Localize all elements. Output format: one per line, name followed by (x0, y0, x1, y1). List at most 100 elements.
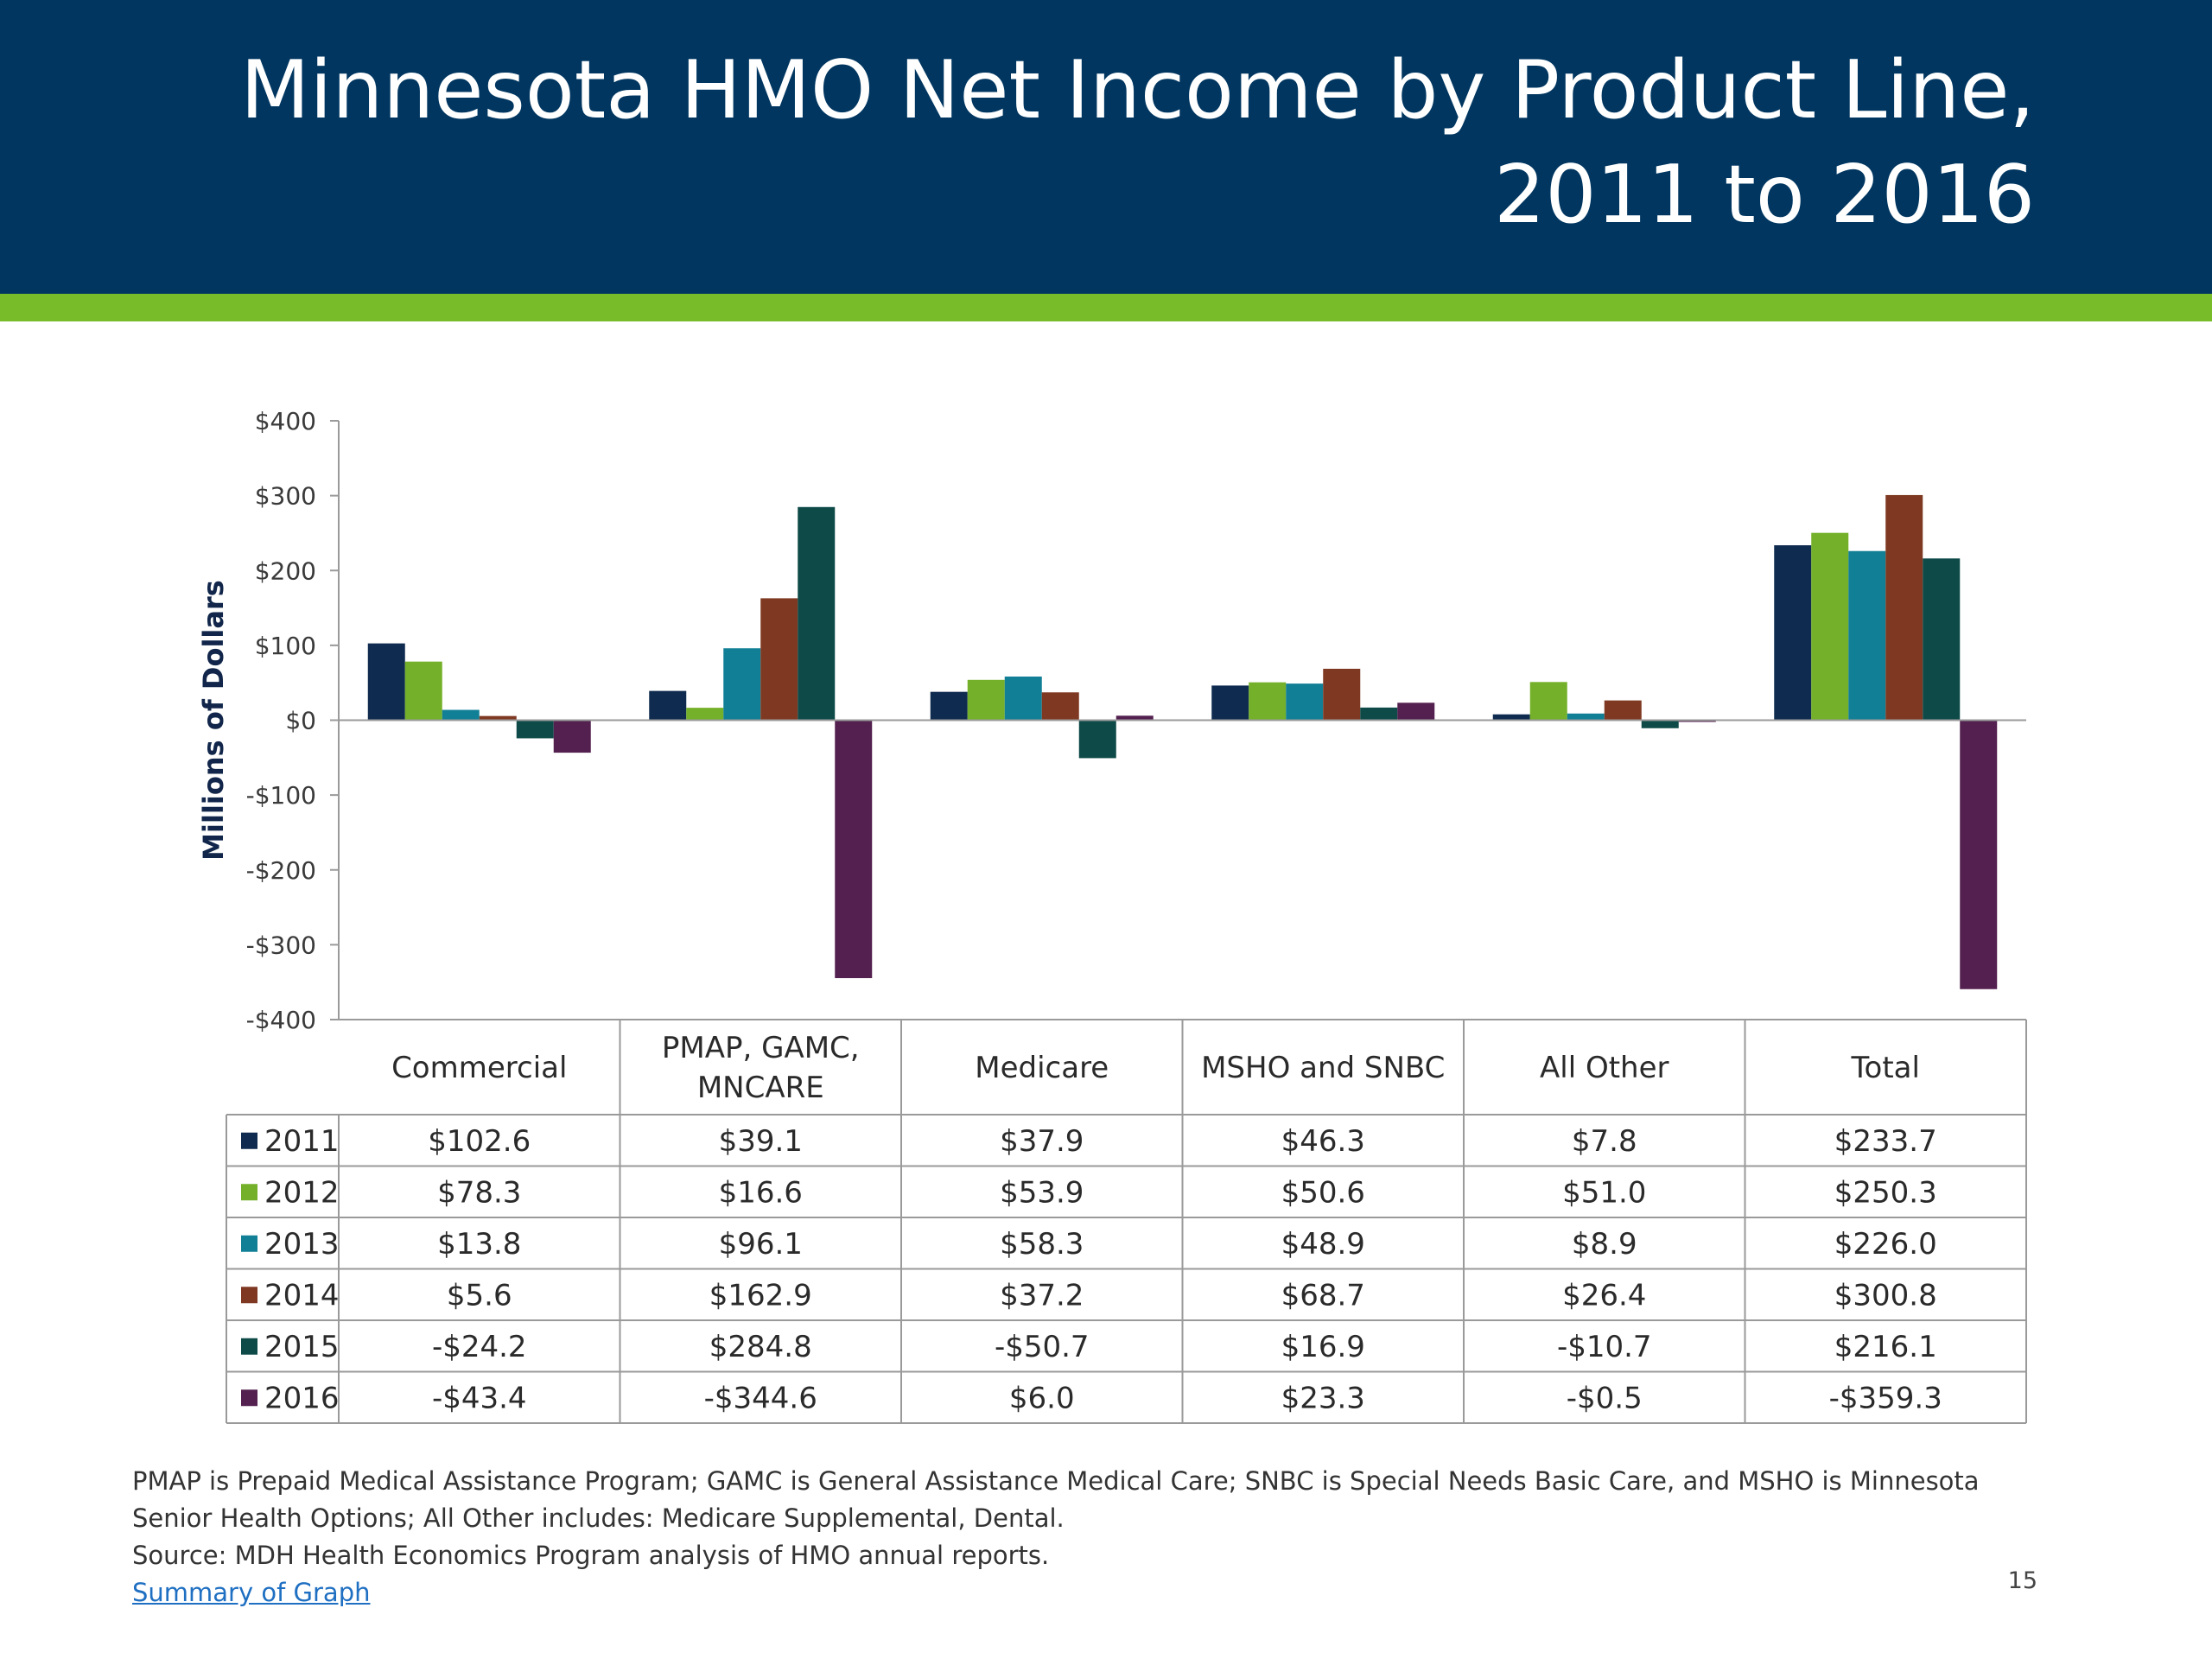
bar-msho-and-snbc-2014 (1323, 668, 1361, 721)
summary-of-graph-link[interactable]: Summary of Graph (132, 1578, 371, 1607)
data-label-medicare-2012: $53.9 (1000, 1175, 1084, 1210)
y-axis-title: Millions of Dollars (197, 580, 230, 861)
data-label-commercial-2016: -$43.4 (432, 1381, 527, 1415)
bar-msho-and-snbc-2015 (1360, 707, 1398, 721)
bar-commercial-2014 (479, 715, 517, 721)
footnote-line-2: Senior Health Options; All Other include… (132, 1503, 1065, 1533)
category-label-pmap-gamc-mncare: PMAP, GAMC, MNCARE (662, 1031, 860, 1105)
legend-swatch-2014 (241, 1287, 257, 1304)
data-label-pmap-gamc-mncare-2012: $16.6 (719, 1175, 803, 1210)
data-label-pmap-gamc-mncare-2014: $162.9 (709, 1278, 812, 1313)
data-label-all-other-2014: $26.4 (1562, 1278, 1646, 1313)
data-label-total-2012: $250.3 (1834, 1175, 1937, 1210)
footnote-line-1: PMAP is Prepaid Medical Assistance Progr… (132, 1466, 1980, 1496)
bar-pmap-gamc-mncare-2013 (723, 648, 761, 721)
legend-label-2014: 2014 (264, 1278, 340, 1313)
footnote: PMAP is Prepaid Medical Assistance Progr… (132, 1463, 2076, 1611)
bar-all-other-2014 (1604, 700, 1642, 721)
data-label-msho-and-snbc-2016: $23.3 (1281, 1381, 1365, 1415)
data-label-commercial-2015: -$24.2 (432, 1330, 527, 1364)
slide-title: Minnesota HMO Net Income by Product Line… (134, 38, 2035, 247)
footnote-source: Source: MDH Health Economics Program ana… (132, 1541, 1050, 1570)
category-label-medicare: Medicare (975, 1051, 1109, 1085)
bar-medicare-2015 (1078, 720, 1116, 759)
bar-commercial-2015 (516, 720, 554, 739)
legend-label-2016: 2016 (264, 1381, 340, 1415)
bar-total-2012 (1811, 532, 1849, 721)
y-tick-label: -$200 (246, 856, 316, 885)
category-label-msho-and-snbc: MSHO and SNBC (1201, 1051, 1445, 1085)
bar-pmap-gamc-mncare-2011 (649, 690, 687, 721)
y-tick-label: $100 (255, 632, 316, 660)
y-tick-label: -$400 (246, 1006, 316, 1034)
legend-label-2011: 2011 (264, 1124, 340, 1159)
data-label-all-other-2016: -$0.5 (1567, 1381, 1643, 1415)
title-line-1: Minnesota HMO Net Income by Product Line… (240, 43, 2035, 137)
bar-total-2014 (1885, 494, 1923, 721)
legend-swatch-2016 (241, 1389, 257, 1407)
data-label-medicare-2014: $37.2 (1000, 1278, 1084, 1313)
bar-msho-and-snbc-2016 (1397, 702, 1435, 721)
legend-label-2013: 2013 (264, 1227, 340, 1262)
bar-all-other-2015 (1641, 720, 1679, 728)
bar-msho-and-snbc-2012 (1249, 682, 1287, 721)
category-label-commercial: Commercial (391, 1051, 567, 1085)
bar-pmap-gamc-mncare-2016 (835, 720, 873, 979)
bar-medicare-2011 (930, 691, 968, 721)
data-label-all-other-2015: -$10.7 (1557, 1330, 1652, 1364)
legend-label-2015: 2015 (264, 1330, 340, 1364)
data-label-all-other-2011: $7.8 (1572, 1124, 1637, 1159)
bar-msho-and-snbc-2011 (1211, 685, 1249, 721)
bar-total-2015 (1923, 558, 1961, 721)
bar-total-2011 (1774, 545, 1812, 721)
data-label-total-2016: -$359.3 (1829, 1381, 1942, 1415)
data-label-msho-and-snbc-2011: $46.3 (1281, 1124, 1365, 1159)
legend-swatch-2011 (241, 1132, 257, 1149)
data-label-msho-and-snbc-2014: $68.7 (1281, 1278, 1365, 1313)
data-label-pmap-gamc-mncare-2013: $96.1 (719, 1227, 803, 1262)
page-number: 15 (2007, 1567, 2037, 1594)
bar-total-2013 (1848, 550, 1886, 721)
category-label-all-other: All Other (1540, 1051, 1669, 1085)
bar-msho-and-snbc-2013 (1286, 683, 1324, 721)
bar-commercial-2012 (404, 661, 442, 721)
data-label-total-2013: $226.0 (1834, 1227, 1937, 1262)
bar-pmap-gamc-mncare-2012 (686, 708, 724, 721)
y-tick-label: $200 (255, 556, 316, 585)
bar-all-other-2011 (1492, 714, 1530, 721)
legend-swatch-2012 (241, 1184, 257, 1201)
data-label-medicare-2016: $6.0 (1009, 1381, 1075, 1415)
data-label-all-other-2013: $8.9 (1572, 1227, 1637, 1262)
data-label-total-2015: $216.1 (1834, 1330, 1937, 1364)
slide-header: Minnesota HMO Net Income by Product Line… (0, 0, 2212, 294)
y-tick-label: $300 (255, 482, 316, 511)
bar-chart: $400 $300 $200 $100 $0 -$100 -$200 -$300 -$400 Mi… (197, 407, 2027, 1424)
bar-medicare-2012 (967, 679, 1005, 721)
bar-commercial-2013 (442, 709, 480, 721)
data-label-total-2014: $300.8 (1834, 1278, 1937, 1313)
y-tick-label: -$300 (246, 931, 316, 959)
data-label-medicare-2011: $37.9 (1000, 1124, 1084, 1159)
bar-medicare-2013 (1004, 676, 1042, 721)
category-label-total: Total (1851, 1051, 1920, 1085)
title-line-2: 2011 to 2016 (1494, 148, 2035, 241)
data-label-total-2011: $233.7 (1834, 1124, 1937, 1159)
legend-label-2012: 2012 (264, 1175, 340, 1210)
data-label-commercial-2011: $102.6 (428, 1124, 531, 1159)
data-label-commercial-2012: $78.3 (437, 1175, 521, 1210)
bar-commercial-2011 (367, 643, 405, 721)
bar-medicare-2016 (1116, 715, 1154, 721)
data-label-msho-and-snbc-2013: $48.9 (1281, 1227, 1365, 1262)
data-label-pmap-gamc-mncare-2016: -$344.6 (704, 1381, 817, 1415)
bar-pmap-gamc-mncare-2014 (760, 598, 798, 721)
legend-swatch-2013 (241, 1235, 257, 1252)
legend-swatch-2015 (241, 1338, 257, 1355)
bar-all-other-2013 (1567, 713, 1605, 721)
bar-pmap-gamc-mncare-2015 (798, 506, 836, 721)
bar-all-other-2012 (1529, 682, 1567, 721)
data-label-commercial-2013: $13.8 (437, 1227, 521, 1262)
data-label-pmap-gamc-mncare-2011: $39.1 (719, 1124, 803, 1159)
data-label-commercial-2014: $5.6 (447, 1278, 512, 1313)
y-tick-label: -$100 (246, 781, 316, 810)
data-label-msho-and-snbc-2012: $50.6 (1281, 1175, 1365, 1210)
